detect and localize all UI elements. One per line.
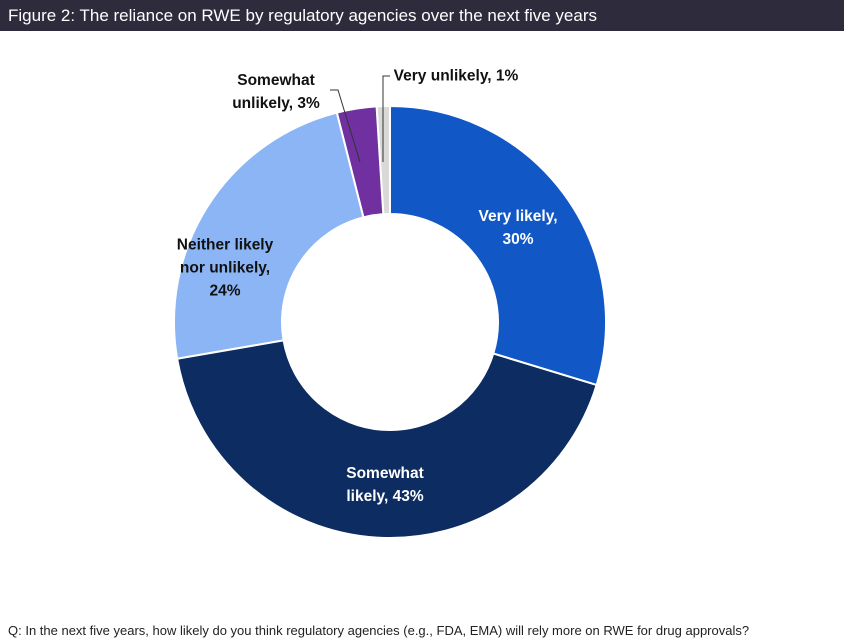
data-label: Very unlikely, 1% bbox=[393, 67, 519, 85]
donut-segment bbox=[175, 339, 598, 539]
data-label: Somewhat likely, 43% bbox=[346, 465, 424, 505]
chart-title: Figure 2: The reliance on RWE by regulat… bbox=[0, 0, 844, 31]
leader-line bbox=[330, 89, 361, 163]
donut-segment bbox=[173, 111, 365, 360]
data-label: Very likely, 30% bbox=[478, 208, 558, 248]
data-label: Neither likely nor unlikely, 24% bbox=[176, 236, 274, 300]
donut-segment bbox=[389, 104, 607, 387]
data-label: Somewhat unlikely, 3% bbox=[232, 72, 320, 112]
leader-line bbox=[382, 75, 390, 162]
footnote: Q: In the next five years, how likely do… bbox=[8, 623, 750, 638]
